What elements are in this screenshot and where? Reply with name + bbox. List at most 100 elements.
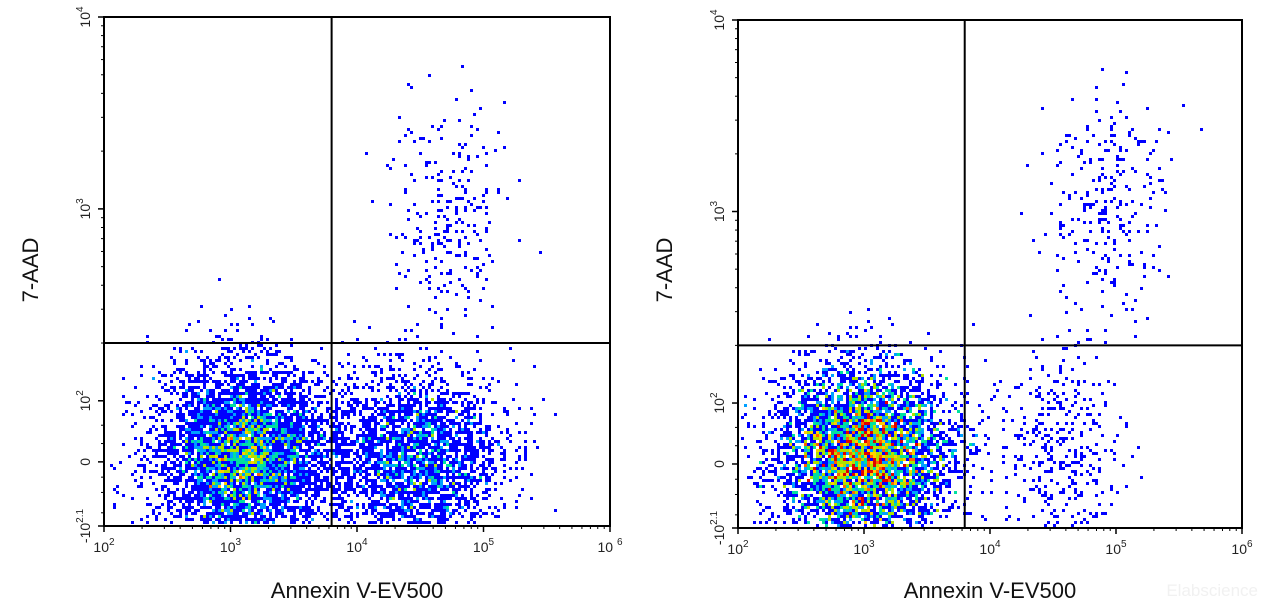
event-dot <box>440 350 443 353</box>
event-dot <box>275 485 278 488</box>
event-dot <box>479 239 482 242</box>
event-dot <box>434 233 437 236</box>
event-dot <box>398 407 401 410</box>
event-dot <box>458 413 461 416</box>
event-dot <box>846 509 849 512</box>
event-dot <box>392 434 395 437</box>
event-dot <box>173 389 176 392</box>
event-dot <box>227 398 230 401</box>
event-dot <box>338 449 341 452</box>
event-dot <box>155 419 158 422</box>
event-dot <box>221 473 224 476</box>
event-dot <box>245 419 248 422</box>
event-dot <box>843 428 846 431</box>
event-dot <box>488 488 491 491</box>
event-dot <box>284 416 287 419</box>
event-dot <box>323 371 326 374</box>
event-dot <box>918 452 921 455</box>
event-dot <box>254 476 257 479</box>
event-dot <box>389 431 392 434</box>
event-dot <box>449 470 452 473</box>
event-dot <box>497 131 500 134</box>
event-dot <box>158 455 161 458</box>
event-dot <box>185 482 188 485</box>
event-dot <box>377 437 380 440</box>
event-dot <box>239 488 242 491</box>
event-dot <box>422 488 425 491</box>
event-dot <box>350 410 353 413</box>
event-dot <box>428 473 431 476</box>
event-dot <box>293 392 296 395</box>
event-dot <box>254 437 257 440</box>
event-dot <box>158 407 161 410</box>
event-dot <box>906 431 909 434</box>
event-dot <box>479 476 482 479</box>
event-dot <box>272 401 275 404</box>
event-dot <box>416 479 419 482</box>
event-dot <box>212 521 215 524</box>
event-dot <box>903 374 906 377</box>
event-dot <box>161 443 164 446</box>
event-dot <box>413 386 416 389</box>
event-dot <box>176 476 179 479</box>
event-dot <box>861 509 864 512</box>
event-dot <box>374 455 377 458</box>
event-dot <box>452 182 455 185</box>
event-dot <box>245 476 248 479</box>
event-dot <box>852 512 855 515</box>
event-dot <box>434 488 437 491</box>
y-tick-label: -102.1 <box>75 508 93 543</box>
event-dot <box>311 422 314 425</box>
event-dot <box>873 491 876 494</box>
event-dot <box>858 362 861 365</box>
event-dot <box>227 359 230 362</box>
event-dot <box>455 431 458 434</box>
event-dot <box>311 413 314 416</box>
event-dot <box>320 452 323 455</box>
event-dot <box>224 485 227 488</box>
event-dot <box>182 368 185 371</box>
event-dot <box>386 476 389 479</box>
event-dot <box>470 440 473 443</box>
event-dot <box>425 260 428 263</box>
event-dot <box>398 485 401 488</box>
event-dot <box>1047 413 1050 416</box>
event-dot <box>197 491 200 494</box>
event-dot <box>251 473 254 476</box>
event-dot <box>254 449 257 452</box>
event-dot <box>380 512 383 515</box>
event-dot <box>837 440 840 443</box>
event-dot <box>332 512 335 515</box>
event-dot <box>347 509 350 512</box>
event-dot <box>248 428 251 431</box>
event-dot <box>266 497 269 500</box>
event-dot <box>281 464 284 467</box>
event-dot <box>248 377 251 380</box>
event-dot <box>395 236 398 239</box>
event-dot <box>960 434 963 437</box>
event-dot <box>359 428 362 431</box>
event-dot <box>215 482 218 485</box>
event-dot <box>392 515 395 518</box>
event-dot <box>446 383 449 386</box>
event-dot <box>395 503 398 506</box>
event-dot <box>419 485 422 488</box>
event-dot <box>221 491 224 494</box>
event-dot <box>377 455 380 458</box>
event-dot <box>374 404 377 407</box>
event-dot <box>972 443 975 446</box>
event-dot <box>807 452 810 455</box>
event-dot <box>410 476 413 479</box>
event-dot <box>233 449 236 452</box>
event-dot <box>912 503 915 506</box>
event-dot <box>212 482 215 485</box>
event-dot <box>500 458 503 461</box>
event-dot <box>419 494 422 497</box>
event-dot <box>230 428 233 431</box>
event-dot <box>419 281 422 284</box>
event-dot <box>185 401 188 404</box>
event-dot <box>191 443 194 446</box>
event-dot <box>843 461 846 464</box>
event-dot <box>482 449 485 452</box>
